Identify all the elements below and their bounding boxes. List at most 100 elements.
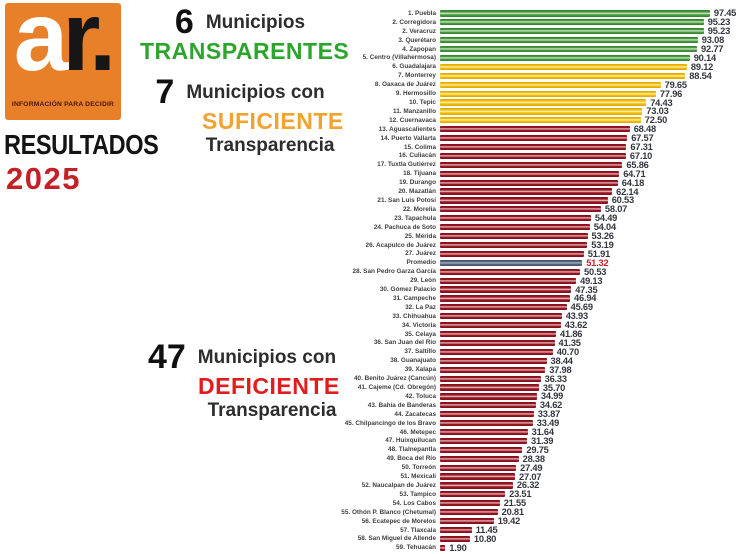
chart-row: 15. Colima 67.31 xyxy=(335,142,736,152)
chart-row: 31. Campeche 46.94 xyxy=(335,293,736,304)
annotation-suficiente-top: 7 Municipios con xyxy=(140,73,340,111)
bar xyxy=(440,170,620,177)
results-label: RESULTADOS xyxy=(4,129,159,160)
bar-label: 23. Tapachula xyxy=(394,214,436,222)
label-municipios-con-1: Municipios con xyxy=(186,82,325,103)
chart-row: 2. Corregidora 95.23 xyxy=(335,17,736,28)
bar xyxy=(440,518,494,525)
bar xyxy=(440,117,641,124)
bar xyxy=(440,72,686,79)
bar-value: 65.86 xyxy=(626,159,649,170)
logo-letter-r: r. xyxy=(62,3,116,91)
chart-row: 18. Tijuana 64.71 xyxy=(335,168,736,179)
bar xyxy=(440,509,498,516)
chart-row: 23. Tapachula 54.49 xyxy=(335,213,736,223)
chart-row: 37. Saltillo 40.70 xyxy=(335,346,736,357)
chart-row: 55. Othón P. Blanco (Chetumal) 20.81 xyxy=(335,507,736,517)
bar xyxy=(440,233,588,240)
bar-label: 54. Los Cabos xyxy=(392,499,436,507)
chart-row: 4. Zapopan 92.77 xyxy=(335,44,736,54)
bar-label: 48. Tlalnepantla xyxy=(388,446,436,454)
bar-value: 43.93 xyxy=(565,311,588,322)
bar xyxy=(440,188,613,195)
bar xyxy=(440,375,541,382)
bar xyxy=(440,464,517,471)
bar-label: 40. Benito Juárez (Cancún) xyxy=(353,375,436,383)
bar xyxy=(440,491,506,498)
bar-label: 24. Pachuca de Soto xyxy=(373,223,436,231)
bar-value: 79.65 xyxy=(664,79,687,90)
bar-value: 67.57 xyxy=(631,133,654,144)
bar-value: 36.33 xyxy=(544,373,567,384)
chart-row: 51. Mexicali 27.07 xyxy=(335,471,736,482)
bar-value: 31.39 xyxy=(531,435,554,446)
chart-row: 46. Metepec 31.64 xyxy=(335,427,736,437)
bar-label: 43. Bahía de Banderas xyxy=(367,401,436,409)
bar xyxy=(440,54,690,62)
chart-row: 38. Guanajuato 38.44 xyxy=(335,356,736,366)
bar-value: 40.70 xyxy=(556,346,579,357)
chart-row: 17. Tuxtla Gutiérrez 65.86 xyxy=(335,159,736,170)
bar-value: 95.23 xyxy=(707,17,731,28)
label-transparentes: TRANSPARENTES xyxy=(140,38,350,65)
bar-label: 47. Huixquilucan xyxy=(385,437,436,445)
bar xyxy=(440,81,661,88)
chart-row: 2. Veracruz 95.23 xyxy=(335,26,736,36)
bar-label: 42. Toluca xyxy=(405,392,436,400)
chart-row: 54. Los Cabos 21.55 xyxy=(335,498,736,508)
bar-value: 29.75 xyxy=(526,444,549,455)
count-suficiente: 7 xyxy=(155,73,175,111)
bar-label: 53. Tampico xyxy=(399,490,436,498)
bar-value: 41.86 xyxy=(560,329,583,340)
bar-label: 13. Aguascalientes xyxy=(378,125,436,133)
chart-row: 5. Centro (Villahermosa) 90.14 xyxy=(335,52,736,63)
bar-value: 26.32 xyxy=(516,480,540,491)
chart-row: 47. Huixquilucan 31.39 xyxy=(335,435,736,446)
bar-label: 55. Othón P. Blanco (Chetumal) xyxy=(341,508,436,516)
bar xyxy=(440,402,536,409)
chart-row: 32. La Paz 45.69 xyxy=(335,302,736,312)
bar-value: 1.90 xyxy=(449,542,467,553)
bar-label: 9. Hermosillo xyxy=(395,90,436,98)
bar-value: 73.03 xyxy=(646,106,669,117)
bar xyxy=(440,420,533,427)
bar-label: 30. Gómez Palacio xyxy=(379,286,436,294)
bar-label: 37. Saltillo xyxy=(404,348,436,356)
bar-label: 22. Morelia xyxy=(402,205,436,213)
bar-label: 38. Guanajuato xyxy=(390,357,436,365)
bar-value: 64.71 xyxy=(623,168,646,179)
year-label: 2025 xyxy=(6,161,81,196)
bar-value: 28.38 xyxy=(522,453,545,464)
bar-label: 2. Veracruz xyxy=(402,27,436,35)
count-deficiente: 47 xyxy=(147,338,186,376)
bar-value: 33.49 xyxy=(536,418,560,429)
bar-label: 12. Cuernavaca xyxy=(389,116,436,124)
chart-row: 44. Zacatecas 33.87 xyxy=(335,409,736,419)
bar-value: 46.94 xyxy=(574,293,597,304)
bar-value: 60.53 xyxy=(611,195,634,206)
bar-value: 27.07 xyxy=(519,471,542,482)
bar-label: 11. Manzanillo xyxy=(393,107,436,115)
annotation-transparentes: 6 Municipios TRANSPARENTES xyxy=(140,5,350,65)
chart-row: 50. Torreón 27.49 xyxy=(335,463,736,473)
label-municipios-con-2: Municipios con xyxy=(197,347,337,368)
bar-value: 51.91 xyxy=(587,248,611,259)
bar xyxy=(440,482,513,489)
bar-label: 7. Monterrey xyxy=(397,72,436,80)
bar-value: 90.14 xyxy=(693,52,716,63)
bar-label: 19. Durango xyxy=(399,179,436,187)
bar xyxy=(440,250,584,258)
bar xyxy=(440,313,562,320)
chart-row: 1. Puebla 97.45 xyxy=(335,8,736,18)
bar-label: 2. Corregidora xyxy=(392,18,436,26)
bar-label: 3. Querétaro xyxy=(398,36,436,44)
bar xyxy=(440,241,588,249)
chart-row: 3. Querétaro 93.08 xyxy=(335,35,736,45)
bar xyxy=(440,268,580,275)
chart-row: 20. Mazatlán 62.14 xyxy=(335,187,736,197)
bar-label: 14. Puerto Vallarta xyxy=(380,134,436,142)
label-transparencia-1: Transparencia xyxy=(205,135,335,157)
bar-value: 54.04 xyxy=(593,222,616,233)
bar-label: 20. Mazatlán xyxy=(398,188,436,196)
bar-value: 35.70 xyxy=(542,382,566,393)
